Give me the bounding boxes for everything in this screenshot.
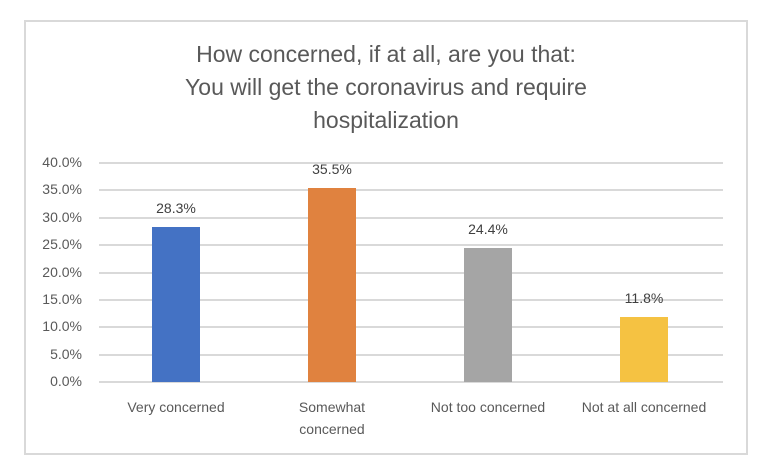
gridline bbox=[99, 381, 723, 383]
chart-title-line-3: hospitalization bbox=[313, 107, 459, 133]
data-label: 28.3% bbox=[156, 200, 196, 217]
x-axis-label-line: Not too concerned bbox=[430, 399, 546, 415]
bar-not-at-all-concerned bbox=[620, 317, 668, 382]
y-axis-tick-label: 10.0% bbox=[42, 318, 82, 335]
bar-very-concerned bbox=[152, 227, 200, 382]
x-axis-label-line: Somewhat bbox=[298, 399, 366, 415]
gridline bbox=[99, 189, 723, 192]
data-label: 11.8% bbox=[624, 290, 664, 307]
chart-container: How concerned, if at all, are you that: … bbox=[24, 20, 748, 455]
y-axis-tick-label: 35.0% bbox=[42, 181, 82, 198]
gridline bbox=[99, 162, 723, 164]
bar-not-too-concerned bbox=[464, 248, 512, 382]
y-axis-tick-label: 30.0% bbox=[42, 208, 82, 225]
y-axis-tick-label: 0.0% bbox=[50, 373, 82, 389]
y-axis-tick-label: 15.0% bbox=[42, 290, 82, 307]
gridline bbox=[99, 216, 723, 219]
x-axis-category-label: Very concerned bbox=[101, 396, 251, 418]
x-axis-label-line: Not at all concerned bbox=[581, 399, 707, 415]
y-axis-tick-label: 20.0% bbox=[42, 263, 82, 280]
gridline bbox=[99, 271, 723, 274]
y-axis-tick-label: 40.0% bbox=[42, 154, 82, 170]
gridline bbox=[99, 353, 723, 356]
chart-title-line-2: You will get the coronavirus and require bbox=[185, 74, 587, 100]
x-axis-label-line: concerned bbox=[299, 421, 365, 437]
gridline bbox=[99, 244, 723, 247]
x-axis-category-label: Not at all concerned bbox=[569, 396, 719, 418]
data-label: 24.4% bbox=[468, 221, 508, 238]
chart-title: How concerned, if at all, are you that: … bbox=[26, 38, 746, 137]
x-axis-category-label: Somewhat concerned bbox=[257, 396, 407, 440]
x-axis-label-line: Very concerned bbox=[127, 399, 225, 415]
bar-somewhat-concerned bbox=[308, 187, 356, 382]
x-axis-category-label: Not too concerned bbox=[413, 396, 563, 418]
gridline bbox=[99, 326, 723, 329]
y-axis-tick-label: 25.0% bbox=[42, 236, 82, 253]
y-axis-tick-label: 5.0% bbox=[50, 345, 82, 362]
gridline bbox=[99, 298, 723, 301]
data-label: 35.5% bbox=[312, 160, 352, 177]
chart-title-line-1: How concerned, if at all, are you that: bbox=[196, 41, 576, 67]
